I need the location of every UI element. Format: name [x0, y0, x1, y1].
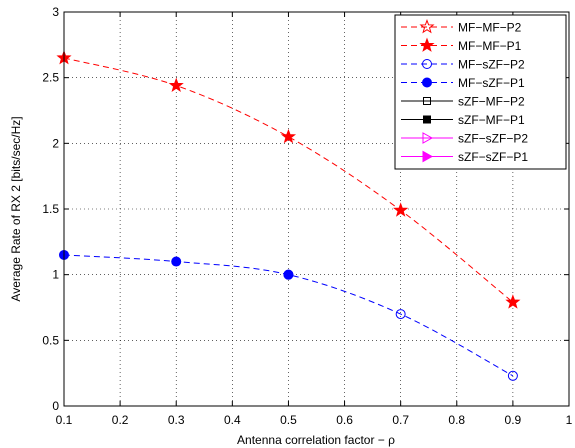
legend-marker — [419, 19, 435, 34]
legend-label: sZF−MF−P1 — [458, 113, 525, 127]
grid-lines — [64, 12, 569, 406]
x-tick-labels: 0.1 0.2 0.3 0.4 0.5 0.6 0.7 0.8 0.9 1 — [56, 413, 573, 427]
data-point — [507, 370, 518, 381]
y-tick-label: 3 — [52, 5, 59, 19]
y-tick-labels: 0 0.5 1 1.5 2 2.5 3 — [42, 5, 59, 413]
legend-marker — [423, 97, 431, 105]
y-tick-label: 2.5 — [42, 71, 59, 85]
x-tick-label: 0.7 — [392, 413, 409, 427]
legend-marker — [422, 59, 432, 69]
legend-label: MF−MF−P1 — [458, 39, 522, 53]
x-tick-label: 0.1 — [56, 413, 73, 427]
x-tick-label: 0.8 — [448, 413, 465, 427]
x-tick-label: 0.6 — [336, 413, 353, 427]
y-tick-label: 2 — [52, 136, 59, 150]
legend-marker — [422, 150, 434, 163]
legend-label: sZF−sZF−P2 — [458, 132, 528, 146]
legend-label: MF−sZF−P1 — [458, 76, 525, 90]
legend-marker — [422, 77, 432, 88]
legend-marker — [422, 132, 434, 144]
series-line-MF−MF — [63, 57, 514, 303]
y-tick-label: 0.5 — [42, 333, 59, 347]
y-tick-label: 1 — [52, 268, 59, 282]
data-point — [168, 77, 184, 92]
data-point — [171, 256, 182, 267]
legend-label: sZF−MF−P2 — [458, 95, 525, 109]
y-tick-label: 1.5 — [42, 202, 59, 216]
x-tick-label: 0.3 — [168, 413, 185, 427]
legend: MF−MF−P2 MF−MF−P1 MF−sZF−P2 MF−sZF−P1 sZF−MF… — [394, 14, 567, 170]
x-tick-label: 0.5 — [280, 413, 297, 427]
x-tick-label: 0.4 — [224, 413, 241, 427]
data-point — [393, 202, 409, 217]
legend-marker — [423, 115, 431, 124]
data-point — [505, 294, 521, 309]
legend-marker — [419, 37, 435, 52]
x-axis-label: Antenna correlation factor − ρ — [237, 433, 395, 447]
data-point — [280, 128, 297, 144]
data-point — [283, 269, 294, 280]
y-tick-label: 0 — [52, 399, 59, 413]
data-point — [395, 309, 406, 320]
legend-label: sZF−sZF−P1 — [458, 150, 528, 164]
legend-box — [394, 14, 567, 170]
x-tick-label: 1 — [566, 413, 573, 427]
legend-label: MF−sZF−P2 — [458, 58, 525, 72]
y-axis-label: Average Rate of RX 2 [bits/sec/Hz] — [9, 116, 23, 301]
legend-label: MF−MF−P2 — [458, 21, 522, 35]
x-tick-label: 0.9 — [505, 413, 522, 427]
axis-ticks — [63, 11, 570, 407]
x-tick-label: 0.2 — [112, 413, 129, 427]
